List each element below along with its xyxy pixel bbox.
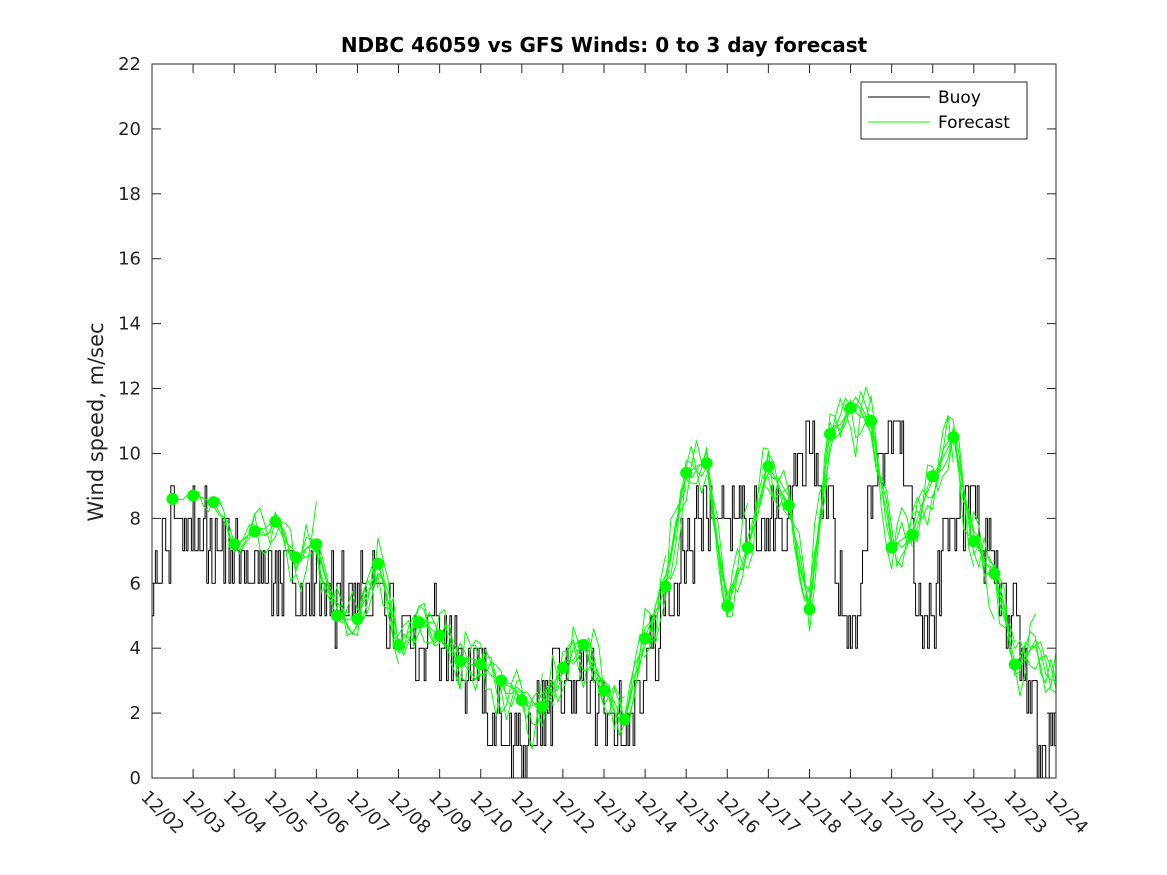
forecast-analysis-marker bbox=[885, 541, 898, 554]
forecast-analysis-marker bbox=[495, 674, 508, 687]
y-tick-label: 16 bbox=[118, 249, 141, 270]
forecast-analysis-marker bbox=[926, 470, 939, 483]
y-axis-label: Wind speed, m/sec bbox=[84, 322, 108, 521]
legend-forecast-label: Forecast bbox=[938, 113, 1010, 133]
forecast-analysis-marker bbox=[269, 515, 282, 528]
forecast-analysis-marker bbox=[741, 541, 754, 554]
forecast-analysis-marker bbox=[598, 684, 610, 697]
forecast-analysis-marker bbox=[988, 567, 1001, 580]
forecast-analysis-marker bbox=[454, 655, 467, 668]
legend: Buoy Forecast bbox=[860, 81, 1028, 140]
forecast-analysis-marker bbox=[577, 638, 590, 651]
forecast-analysis-marker bbox=[166, 492, 179, 505]
forecast-analysis-marker bbox=[844, 402, 857, 414]
y-tick-label: 0 bbox=[130, 768, 141, 789]
forecast-line-39 bbox=[973, 540, 1057, 694]
forecast-analysis-marker bbox=[289, 551, 302, 564]
forecast-analysis-marker bbox=[967, 535, 980, 548]
forecast-analysis-marker bbox=[310, 538, 323, 551]
forecast-analysis-marker bbox=[372, 557, 384, 570]
forecast-analysis-marker bbox=[803, 603, 816, 616]
forecast-analysis-marker bbox=[906, 528, 919, 541]
y-axis-ticks: 0 2 4 6 8 10 12 14 16 18 20 22 bbox=[118, 54, 1056, 789]
forecast-analysis-marker bbox=[824, 428, 836, 440]
forecast-analysis-marker bbox=[536, 700, 549, 713]
forecast-analysis-marker bbox=[700, 457, 713, 470]
forecast-analysis-marker bbox=[1008, 658, 1021, 671]
forecast-analysis-marker bbox=[865, 415, 878, 427]
y-tick-label: 6 bbox=[130, 573, 141, 594]
forecast-analysis-marker bbox=[515, 694, 528, 707]
forecast-analysis-marker bbox=[248, 525, 261, 538]
forecast-analysis-marker bbox=[207, 496, 220, 509]
legend-buoy-label: Buoy bbox=[938, 88, 981, 108]
forecast-analysis-marker bbox=[392, 638, 405, 651]
y-tick-label: 12 bbox=[118, 379, 141, 400]
forecast-line-26 bbox=[706, 463, 831, 602]
y-tick-label: 14 bbox=[118, 314, 141, 335]
forecast-analysis-marker bbox=[947, 431, 960, 444]
forecast-line-28 bbox=[747, 385, 872, 593]
y-tick-label: 22 bbox=[118, 54, 141, 75]
forecast-analysis-marker bbox=[556, 661, 569, 674]
forecast-analysis-marker bbox=[762, 460, 775, 473]
y-tick-label: 4 bbox=[130, 638, 141, 659]
forecast-line-41 bbox=[1014, 638, 1057, 682]
y-tick-label: 10 bbox=[118, 443, 141, 464]
forecast-analysis-marker bbox=[639, 632, 652, 645]
forecast-analysis-marker bbox=[659, 580, 672, 593]
y-tick-label: 2 bbox=[130, 703, 141, 724]
forecast-analysis-marker bbox=[433, 629, 446, 642]
forecast-analysis-marker bbox=[680, 466, 693, 479]
forecast-analysis-marker bbox=[330, 609, 343, 622]
plot-background bbox=[152, 64, 1056, 778]
chart-title: NDBC 46059 vs GFS Winds: 0 to 3 day fore… bbox=[341, 33, 868, 57]
y-tick-label: 20 bbox=[118, 119, 141, 140]
forecast-line-40 bbox=[993, 573, 1057, 694]
forecast-analysis-marker bbox=[187, 489, 200, 502]
y-tick-label: 18 bbox=[118, 184, 141, 205]
legend-box bbox=[860, 81, 1028, 140]
forecast-analysis-marker bbox=[618, 713, 631, 726]
forecast-analysis-marker bbox=[721, 600, 734, 612]
forecast-analysis-marker bbox=[474, 658, 487, 671]
forecast-analysis-marker bbox=[413, 616, 426, 629]
forecast-analysis-marker bbox=[351, 613, 364, 625]
forecast-analysis-marker bbox=[228, 538, 241, 551]
y-tick-label: 8 bbox=[130, 508, 141, 529]
forecast-analysis-marker bbox=[782, 499, 795, 512]
plot-area bbox=[151, 63, 1057, 779]
